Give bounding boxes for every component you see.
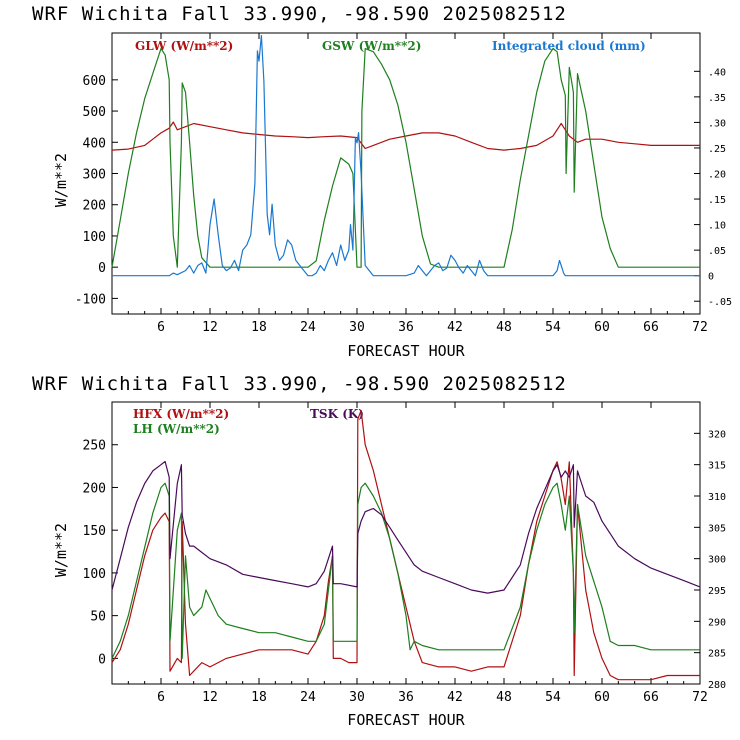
bottom-y2-tick-label: 315 xyxy=(708,461,726,472)
bottom-y2-tick-label: 305 xyxy=(708,523,726,534)
top-y2-tick-label: -.05 xyxy=(708,297,732,308)
top-x-tick-label: 72 xyxy=(692,320,708,335)
top-plot-frame xyxy=(111,32,701,315)
top-x-axis-label: FORECAST HOUR xyxy=(347,342,465,360)
bottom-series-hfx-line xyxy=(111,409,700,681)
top-y2-tick-label: .10 xyxy=(708,221,726,232)
bottom-x-tick-label: 60 xyxy=(594,690,610,705)
bottom-y2-tick-label: 300 xyxy=(708,555,726,566)
top-y2-tick-label: 0 xyxy=(708,272,714,283)
bottom-x-tick-label: 18 xyxy=(251,690,267,705)
bottom-y2-tick-label: 285 xyxy=(708,649,726,660)
bottom-y-tick-label: 250 xyxy=(83,439,106,454)
bottom-series-tsk-line xyxy=(111,460,701,594)
top-y-tick-label: 100 xyxy=(83,230,106,245)
top-y2-tick-label: .40 xyxy=(708,67,726,78)
bottom-x-tick-label: 48 xyxy=(496,690,512,705)
top-x-tick-label: 30 xyxy=(349,320,365,335)
top-series-gsw-line xyxy=(111,47,700,268)
top-y2-tick-label: .30 xyxy=(708,118,726,129)
top-x-tick-label: 6 xyxy=(157,320,165,335)
top-x-tick-label: 12 xyxy=(202,320,218,335)
top-chart-title: WRF Wichita Fall 33.990, -98.590 2025082… xyxy=(32,3,567,25)
top-legend-glw: GLW (W/m**2) xyxy=(135,39,233,53)
bottom-y-tick-label: 50 xyxy=(90,610,106,625)
top-y-tick-label: 0 xyxy=(98,261,106,276)
top-x-tick-label: 24 xyxy=(300,320,316,335)
bottom-y-tick-label: 150 xyxy=(83,524,106,539)
top-y-tick-label: -100 xyxy=(75,292,106,307)
bottom-y-tick-label: 0 xyxy=(98,652,106,667)
top-y-tick-label: 400 xyxy=(83,136,106,151)
bottom-y2-tick-label: 295 xyxy=(708,586,726,597)
top-x-tick-label: 42 xyxy=(447,320,463,335)
bottom-y-axis-label: W/m**2 xyxy=(52,523,70,577)
bottom-x-tick-label: 54 xyxy=(545,690,561,705)
top-y-tick-label: 300 xyxy=(83,168,106,183)
bottom-y2-tick-label: 290 xyxy=(708,617,726,628)
bottom-x-axis-label: FORECAST HOUR xyxy=(347,711,465,729)
bottom-y2-tick-label: 280 xyxy=(708,680,726,691)
top-x-tick-label: 18 xyxy=(251,320,267,335)
top-y-tick-label: 500 xyxy=(83,105,106,120)
top-y2-tick-label: .05 xyxy=(708,246,726,257)
top-legend-gsw: GSW (W/m**2) xyxy=(322,39,421,53)
bottom-y-tick-label: 100 xyxy=(83,567,106,582)
bottom-chart-title: WRF Wichita Fall 33.990, -98.590 2025082… xyxy=(32,373,567,395)
bottom-x-tick-label: 6 xyxy=(157,690,165,705)
top-series-cloud-line xyxy=(112,34,700,277)
bottom-x-tick-label: 66 xyxy=(643,690,659,705)
bottom-x-tick-label: 72 xyxy=(692,690,708,705)
top-x-tick-label: 54 xyxy=(545,320,561,335)
bottom-legend-tsk: TSK (K) xyxy=(310,407,364,421)
top-x-tick-label: 60 xyxy=(594,320,610,335)
bottom-x-tick-label: 24 xyxy=(300,690,316,705)
top-series-glw-line xyxy=(111,121,700,151)
top-y-tick-label: 600 xyxy=(83,74,106,89)
top-legend-cloud: Integrated cloud (mm) xyxy=(492,39,646,53)
bottom-y2-tick-label: 320 xyxy=(708,429,726,440)
bottom-x-tick-label: 36 xyxy=(398,690,414,705)
bottom-y2-tick-label: 310 xyxy=(708,492,726,503)
top-y2-tick-label: .35 xyxy=(708,93,726,104)
bottom-x-tick-label: 12 xyxy=(202,690,218,705)
top-x-tick-label: 36 xyxy=(398,320,414,335)
bottom-legend-lh: LH (W/m**2) xyxy=(133,422,220,436)
bottom-x-tick-label: 30 xyxy=(349,690,365,705)
top-y2-tick-label: .20 xyxy=(708,170,726,181)
top-y2-tick-label: .15 xyxy=(708,195,726,206)
bottom-series-lh-line xyxy=(111,482,700,660)
top-y2-tick-label: .25 xyxy=(708,144,726,155)
top-y-axis-label: W/m**2 xyxy=(52,153,70,207)
top-x-tick-label: 66 xyxy=(643,320,659,335)
top-y-tick-label: 200 xyxy=(83,199,106,214)
bottom-y-tick-label: 200 xyxy=(83,481,106,496)
top-x-tick-label: 48 xyxy=(496,320,512,335)
bottom-x-tick-label: 42 xyxy=(447,690,463,705)
bottom-legend-hfx: HFX (W/m**2) xyxy=(133,407,229,421)
